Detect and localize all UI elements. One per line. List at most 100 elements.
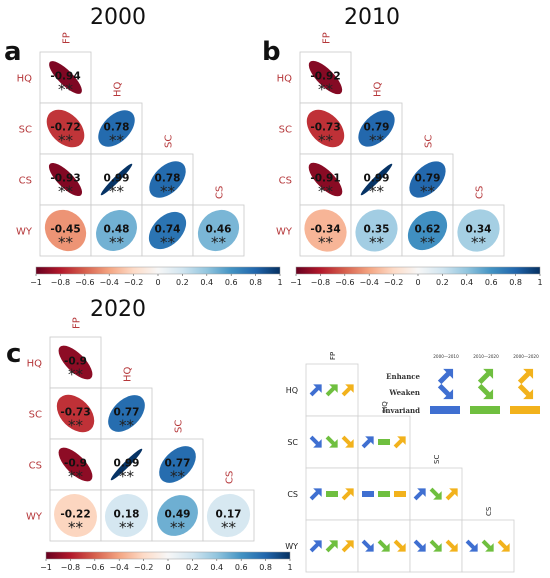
colorbar-tick-label: 0 xyxy=(415,278,420,287)
ellipse-cs-sc xyxy=(409,161,446,198)
colorbar xyxy=(35,266,281,275)
ellipse-cs-hq xyxy=(110,448,143,481)
colorbar-tick-label: −1 xyxy=(290,278,302,287)
ellipse-sc-fp xyxy=(306,109,345,148)
legend-swatch-weaken-3 xyxy=(517,383,534,400)
sig-wy-cs: ** xyxy=(221,519,237,537)
trend-row-label-cs: CS xyxy=(287,490,298,499)
sig-hq-fp: ** xyxy=(318,81,334,99)
trend-arrow-wy-fp-1 xyxy=(309,540,322,553)
legend-label-weaken: Weaken xyxy=(388,388,420,397)
colorbar-tick-label: 0 xyxy=(155,278,160,287)
row-label-hq: HQ xyxy=(277,74,293,85)
colorbar-tick-label: 1 xyxy=(287,563,292,572)
ellipse-hq-fp xyxy=(49,61,82,94)
trend-col-label-hq: HQ xyxy=(381,401,389,412)
trend-row-label-hq: HQ xyxy=(286,386,298,395)
trend-arrow-cs-sc-1 xyxy=(413,488,426,501)
col-label-cs: CS xyxy=(475,186,486,199)
value-wy-hq: 0.18 xyxy=(114,509,140,521)
colorbar-tick-label: −0.4 xyxy=(359,278,378,287)
row-label-cs: CS xyxy=(279,176,292,187)
legend-swatch-enhance-3 xyxy=(517,368,534,385)
legend-label-invariant: Invariand xyxy=(382,406,420,415)
colorbar-tick-label: −0.8 xyxy=(61,563,80,572)
colorbar-tick-label: −0.2 xyxy=(124,278,143,287)
value-wy-cs: 0.34 xyxy=(466,224,492,236)
col-label-sc: SC xyxy=(174,420,185,433)
colorbar-tick-label: 1 xyxy=(277,278,282,287)
row-label-cs: CS xyxy=(29,461,42,472)
value-wy-fp: -0.34 xyxy=(310,224,340,236)
sig-cs-fp: ** xyxy=(58,183,74,201)
trend-arrow-sc-fp-2 xyxy=(325,435,338,448)
ellipse-wy-fp xyxy=(304,209,347,252)
legend-swatch-enhance-2 xyxy=(477,368,494,385)
colorbar-tick-label: 0 xyxy=(165,563,170,572)
legend-period-2: 2010—2020 xyxy=(473,354,499,359)
panel-a: 2000aHQSCCSWYFPHQSCCS-0.94**-0.72**0.78*… xyxy=(4,5,283,287)
sig-hq-fp: ** xyxy=(68,366,84,384)
sig-wy-cs: ** xyxy=(471,234,487,252)
ellipse-cs-fp xyxy=(308,162,343,197)
col-label-cs: CS xyxy=(225,471,236,484)
sig-cs-hq: ** xyxy=(109,183,125,201)
ellipse-wy-hq xyxy=(96,210,137,251)
trend-arrow-cs-hq-3 xyxy=(394,491,406,497)
trend-arrow-hq-fp-2 xyxy=(325,384,338,397)
colorbar-tick-label: 0.2 xyxy=(186,563,199,572)
colorbar-tick-label: −1 xyxy=(30,278,42,287)
sig-cs-fp: ** xyxy=(318,183,334,201)
sig-cs-hq: ** xyxy=(119,468,135,486)
value-wy-hq: 0.35 xyxy=(364,224,390,236)
trend-arrow-cs-fp-3 xyxy=(341,488,354,501)
ellipse-sc-fp xyxy=(46,109,85,148)
colorbar-tick-label: 0.2 xyxy=(176,278,189,287)
value-cs-fp: -0.93 xyxy=(50,173,80,185)
sig-wy-fp: ** xyxy=(68,519,84,537)
sig-wy-cs: ** xyxy=(211,234,227,252)
sig-cs-sc: ** xyxy=(170,468,186,486)
panel-label: b xyxy=(262,37,281,67)
ellipse-wy-hq xyxy=(355,209,398,252)
ellipse-cs-hq xyxy=(100,163,133,196)
trend-arrow-wy-sc-1 xyxy=(413,539,426,552)
value-cs-hq: 0.99 xyxy=(364,173,390,185)
trend-arrow-wy-sc-2 xyxy=(429,539,442,552)
legend-label-enhance: Enhance xyxy=(386,372,420,381)
row-label-hq: HQ xyxy=(17,74,33,85)
col-label-hq: HQ xyxy=(113,81,124,97)
colorbar-tick-label: 0.2 xyxy=(436,278,449,287)
trend-row-label-sc: SC xyxy=(287,438,298,447)
ellipse-sc-hq xyxy=(108,395,145,432)
value-wy-fp: -0.45 xyxy=(50,224,80,236)
row-label-sc: SC xyxy=(19,125,32,136)
value-cs-sc: 0.78 xyxy=(155,173,181,185)
col-label-cs: CS xyxy=(215,186,226,199)
trend-arrow-wy-cs-1 xyxy=(465,539,478,552)
ellipse-wy-fp xyxy=(44,209,87,252)
colorbar-tick-label: 1 xyxy=(537,278,542,287)
legend-swatch-invariant-3 xyxy=(510,406,540,414)
sig-hq-fp: ** xyxy=(58,81,74,99)
trend-col-label-sc: SC xyxy=(433,455,441,464)
legend-period-3: 2000—2020 xyxy=(513,354,539,359)
colorbar-tick-label: 0.4 xyxy=(210,563,223,572)
sig-sc-hq: ** xyxy=(369,132,385,150)
ellipse-hq-fp xyxy=(58,345,93,380)
trend-arrow-wy-cs-2 xyxy=(481,539,494,552)
ellipse-cs-hq xyxy=(360,163,393,196)
trend-arrow-cs-sc-2 xyxy=(429,487,442,500)
col-label-fp: FP xyxy=(72,317,83,329)
trend-col-label-cs: CS xyxy=(485,506,493,516)
sig-wy-sc: ** xyxy=(160,234,176,252)
ellipse-sc-hq xyxy=(98,110,135,147)
trend-arrow-cs-fp-2 xyxy=(326,491,338,497)
ellipse-wy-fp xyxy=(54,494,97,537)
sig-sc-fp: ** xyxy=(58,132,74,150)
sig-wy-sc: ** xyxy=(420,234,436,252)
ellipse-wy-sc xyxy=(148,211,187,250)
sig-cs-hq: ** xyxy=(369,183,385,201)
ellipse-cs-sc xyxy=(159,446,196,483)
